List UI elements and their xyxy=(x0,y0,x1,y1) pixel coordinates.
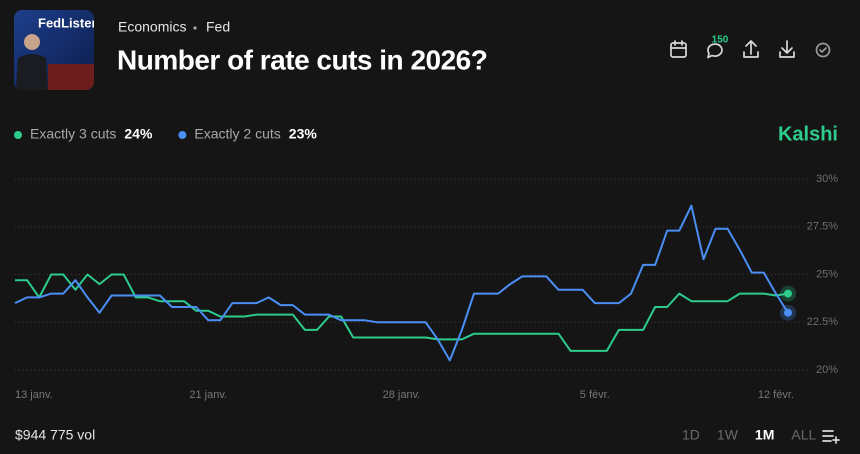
y-tick-label: 22.5% xyxy=(807,316,838,328)
legend-value: 23% xyxy=(289,126,318,142)
market-image: FedListen xyxy=(14,10,99,90)
y-tick-label: 20% xyxy=(816,364,838,376)
comment-count[interactable]: 150 xyxy=(712,35,729,46)
comments-icon[interactable] xyxy=(707,43,723,59)
y-tick-label: 27.5% xyxy=(807,221,838,233)
share-icon[interactable] xyxy=(743,40,759,58)
endpoint-dot xyxy=(784,289,792,298)
image-text: FedListen xyxy=(38,15,99,30)
range-button[interactable]: 1W xyxy=(717,427,739,443)
download-icon[interactable] xyxy=(779,40,795,58)
x-tick-label: 5 févr. xyxy=(580,389,610,401)
range-button[interactable]: 1M xyxy=(755,427,774,443)
check-icon[interactable] xyxy=(815,42,831,58)
x-tick-label: 28 janv. xyxy=(383,389,421,401)
market-title: Number of rate cuts in 2026? xyxy=(117,44,487,75)
x-tick-label: 21 janv. xyxy=(189,389,227,401)
series-line xyxy=(14,204,789,362)
subcategory[interactable]: Fed xyxy=(206,19,230,35)
endpoint-dot xyxy=(784,308,792,317)
series-line xyxy=(15,273,789,352)
category[interactable]: Economics xyxy=(118,19,186,35)
x-tick-label: 13 janv. xyxy=(15,389,53,401)
range-button[interactable]: ALL xyxy=(791,427,816,443)
calendar-icon[interactable] xyxy=(670,40,687,58)
x-tick-label: 12 févr. xyxy=(758,389,794,401)
volume: $944 775 vol xyxy=(15,427,95,443)
brand: Kalshi xyxy=(778,123,838,145)
y-tick-label: 25% xyxy=(816,268,838,280)
legend-dot xyxy=(178,131,187,139)
legend-dot xyxy=(14,131,22,139)
legend-value: 24% xyxy=(124,126,153,142)
legend-label: Exactly 2 cuts xyxy=(194,126,280,142)
y-tick-label: 30% xyxy=(816,173,838,185)
legend-label: Exactly 3 cuts xyxy=(30,126,116,142)
range-button[interactable]: 1D xyxy=(682,427,700,443)
list-icon[interactable] xyxy=(822,430,840,444)
separator xyxy=(193,26,197,30)
